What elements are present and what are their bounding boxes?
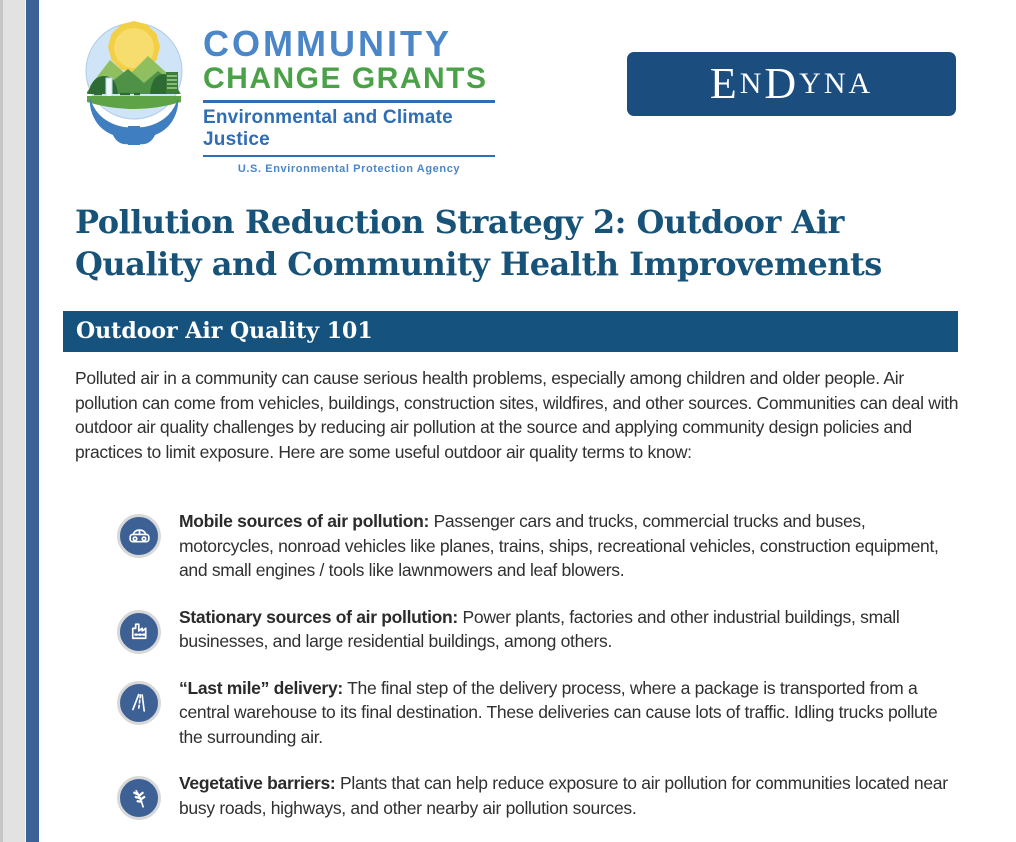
logo-subtitle: Environmental and Climate Justice <box>203 106 453 150</box>
terms-list: Mobile sources of air pollution: Passeng… <box>75 509 961 842</box>
endyna-logo-letter: E <box>709 59 740 108</box>
endyna-logo-letter: YNA <box>799 67 874 100</box>
term-definition: Passenger cars and trucks, commercial tr… <box>179 511 939 580</box>
logo-divider <box>203 154 495 157</box>
page-title: Pollution Reduction Strategy 2: Outdoor … <box>75 201 935 285</box>
section-banner-title: Outdoor Air Quality 101 <box>76 318 373 344</box>
term-item: Stationary sources of air pollution: Pow… <box>75 605 961 654</box>
highway-icon <box>117 680 161 725</box>
page-title-line1: Pollution Reduction Strategy 2: Outdoor … <box>75 203 844 241</box>
window-edge-strip <box>0 0 25 842</box>
term-text: Stationary sources of air pollution: Pow… <box>179 605 961 654</box>
term-definition: The final step of the delivery process, … <box>179 677 938 747</box>
term-name: “Last mile” delivery: <box>179 677 343 698</box>
intro-paragraph: Polluted air in a community can cause se… <box>75 368 959 462</box>
term-name: Mobile sources of air pollution: <box>179 511 429 531</box>
endyna-logo-letter: N <box>739 67 765 100</box>
endyna-logo: E N D YNA <box>627 52 956 116</box>
term-text: Vegetative barriers: Plants that can hel… <box>179 771 961 820</box>
logo-divider <box>203 99 495 103</box>
term-definition: Power plants, factories and other indust… <box>179 606 900 652</box>
term-item: Mobile sources of air pollution: Passeng… <box>75 509 961 583</box>
term-text: “Last mile” delivery: The final step of … <box>179 676 961 750</box>
term-item: Vegetative barriers: Plants that can hel… <box>75 771 961 820</box>
page-title-line2: Quality and Community Health Improvement… <box>75 245 882 283</box>
community-change-grants-emblem-icon <box>85 21 183 145</box>
logo-community-label: COMMUNITY <box>203 23 452 64</box>
epa-agency-label: U.S. Environmental Protection Agency <box>237 162 461 175</box>
car-icon <box>117 514 161 558</box>
term-name: Vegetative barriers: <box>179 773 336 793</box>
term-item: “Last mile” delivery: The final step of … <box>75 676 961 750</box>
term-definition: Plants that can help reduce exposure to … <box>179 773 948 818</box>
term-text: Mobile sources of air pollution: Passeng… <box>179 509 961 583</box>
page-left-accent-bar <box>25 0 39 842</box>
logo-text-block: COMMUNITY CHANGE GRANTS Environmental an… <box>203 26 495 175</box>
factory-icon <box>117 609 161 654</box>
term-name: Stationary sources of air pollution: <box>179 606 458 627</box>
logo-change-grants-label: CHANGE GRANTS <box>203 62 488 95</box>
endyna-logo-letter: D <box>764 59 800 108</box>
plant-icon <box>117 776 161 820</box>
section-banner: Outdoor Air Quality 101 <box>63 311 958 352</box>
